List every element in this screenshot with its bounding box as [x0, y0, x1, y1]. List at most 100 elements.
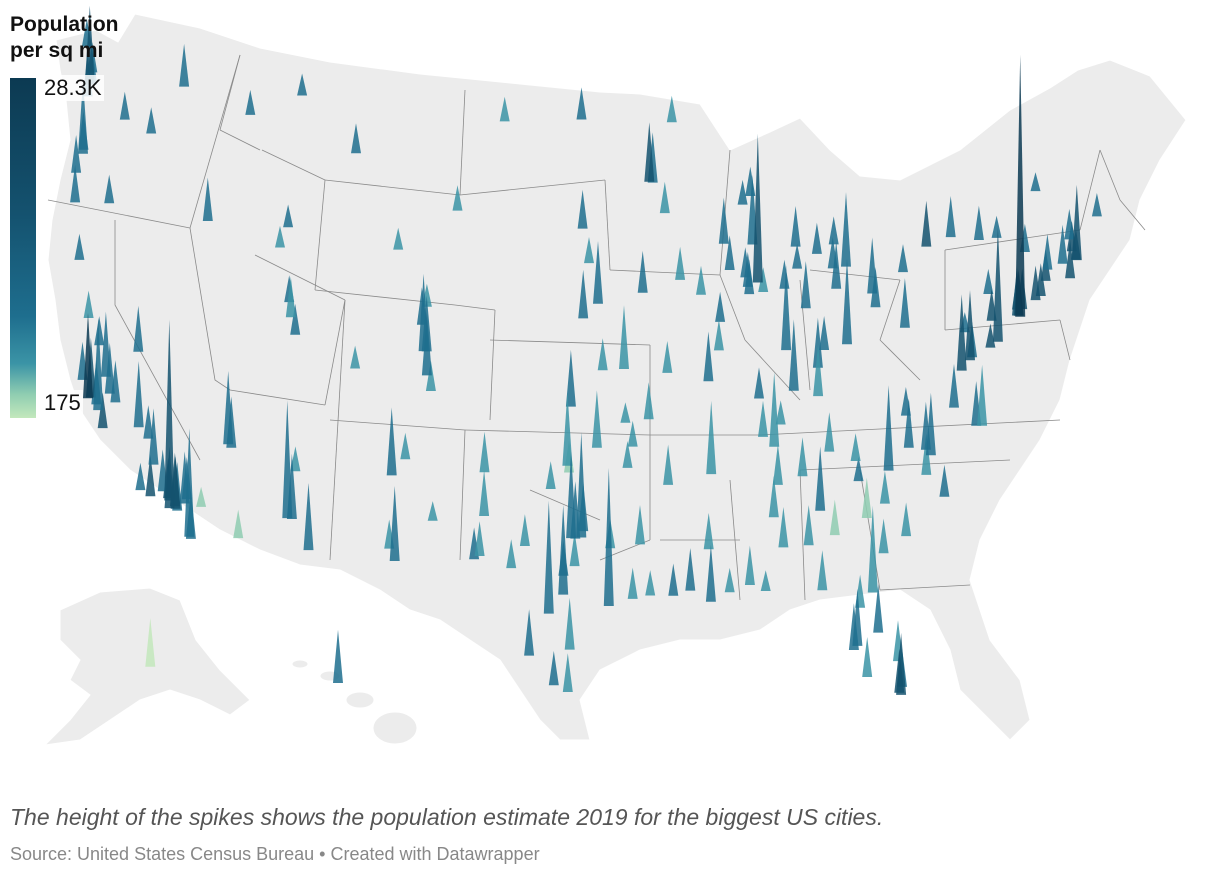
city-spike [78, 80, 88, 154]
city-spike [479, 470, 490, 516]
city-spike [545, 461, 556, 489]
city-spike [724, 235, 735, 270]
city-spike [146, 107, 157, 134]
city-spike [973, 205, 984, 240]
city-spike [620, 402, 631, 423]
city-spike [576, 87, 587, 120]
city-spike [813, 344, 824, 397]
city-spike [811, 222, 822, 254]
city-spike [775, 400, 786, 425]
map-caption: The height of the spikes shows the popul… [10, 804, 884, 830]
city-spike [703, 331, 714, 382]
state-border [799, 469, 806, 601]
city-spike [768, 475, 779, 518]
city-spike [71, 135, 82, 173]
city-spike [386, 407, 397, 476]
city-spike [925, 392, 936, 456]
city-spike [812, 317, 823, 368]
city-spike [737, 179, 748, 205]
city-spike [760, 570, 771, 591]
city-spike [666, 95, 677, 123]
city-spike [1030, 265, 1041, 301]
city-spike [303, 482, 314, 551]
legend-max-label: 28.3K [42, 75, 104, 101]
city-spike [179, 43, 190, 87]
state-borders [47, 54, 1146, 601]
city-spike [898, 244, 908, 273]
city-spike [1064, 208, 1075, 240]
city-spike [285, 276, 296, 318]
city-spike [878, 518, 889, 554]
city-spike [74, 233, 85, 260]
city-spike [792, 243, 803, 269]
city-spike [548, 650, 559, 686]
city-spike [564, 597, 575, 650]
city-spike [644, 122, 655, 182]
city-spike [400, 432, 411, 460]
state-border [329, 299, 346, 561]
city-spike [133, 361, 144, 428]
city-spike [842, 258, 852, 345]
legend-min-label: 175 [42, 390, 83, 416]
city-spike [715, 291, 726, 322]
city-spike [718, 197, 729, 244]
state-border [47, 199, 191, 229]
city-spike [703, 512, 714, 550]
state-border [314, 179, 326, 291]
city-spike [597, 338, 608, 371]
city-spike [622, 441, 633, 468]
city-spike [591, 390, 602, 448]
city-spike [393, 227, 404, 250]
city-spike [350, 345, 361, 369]
city-spike [576, 432, 587, 538]
city-spike [752, 133, 763, 283]
city-spike [578, 269, 589, 319]
city-spike [584, 237, 594, 264]
city-spike [662, 341, 673, 373]
state-border [1119, 199, 1146, 231]
state-border [189, 227, 231, 391]
city-spike [659, 181, 670, 214]
land-layer [43, 13, 1187, 746]
state-border [229, 389, 326, 406]
state-border [529, 489, 601, 521]
state-border [219, 54, 241, 131]
city-spike [1030, 172, 1041, 192]
state-border [879, 339, 921, 381]
state-border [799, 459, 1011, 471]
legend-gradient-bar [10, 78, 36, 418]
legend-title-line1: Population [10, 13, 119, 36]
city-spike [577, 189, 588, 229]
city-spike [603, 467, 614, 606]
city-spike [852, 588, 863, 646]
city-spike [519, 514, 530, 546]
city-spike [675, 246, 686, 280]
state-border [799, 279, 811, 391]
city-spikes [70, 5, 1102, 695]
city-spike [202, 177, 213, 221]
land-hawaii-island [372, 711, 418, 745]
city-spike [524, 609, 535, 656]
city-spike [627, 420, 638, 447]
city-spike [100, 311, 111, 377]
city-spike [233, 509, 244, 539]
city-spike [283, 204, 294, 228]
city-spike [901, 502, 912, 537]
city-spike [861, 477, 872, 518]
land-hawaii-island [345, 691, 375, 709]
city-spike [713, 319, 724, 351]
city-spike [566, 451, 577, 539]
state-border [254, 254, 346, 301]
city-spike [474, 521, 485, 556]
city-spike [119, 91, 130, 120]
state-border [329, 419, 466, 431]
city-spike [643, 382, 654, 420]
city-spike [696, 265, 706, 295]
state-border [314, 289, 456, 306]
city-spike [290, 303, 301, 335]
city-spike [992, 227, 1003, 342]
city-spike [790, 206, 801, 247]
state-border [464, 429, 651, 436]
city-spike [685, 548, 696, 591]
city-spike [351, 123, 361, 154]
